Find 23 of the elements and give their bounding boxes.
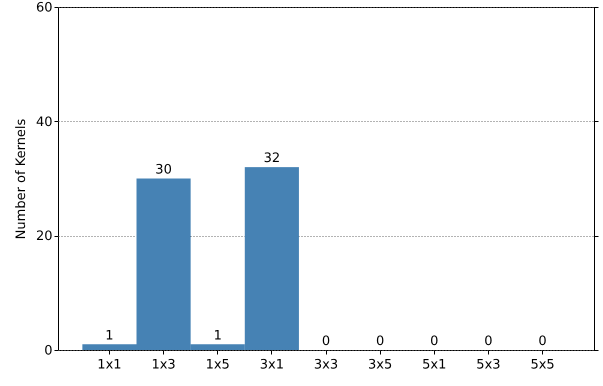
data-label: 0 xyxy=(538,334,547,349)
x-tick-label: 1x5 xyxy=(206,358,230,372)
x-tick-label: 3x3 xyxy=(314,358,338,372)
data-label: 30 xyxy=(155,162,172,178)
data-label: 0 xyxy=(484,334,493,349)
data-label: 0 xyxy=(322,334,330,349)
data-label: 32 xyxy=(264,151,280,166)
x-tick-label: 5x3 xyxy=(476,358,501,372)
data-label: 0 xyxy=(376,334,384,349)
x-tick-label: 1x1 xyxy=(97,358,122,372)
x-tick-label: 1x3 xyxy=(151,358,176,372)
x-tick-label: 3x1 xyxy=(260,358,284,372)
data-label: 1 xyxy=(214,328,222,344)
x-tick-label: 5x1 xyxy=(422,358,446,372)
y-tick-label: 20 xyxy=(36,229,52,244)
y-axis-title: Number of Kernels xyxy=(14,118,29,240)
y-tick-label: 60 xyxy=(36,0,52,16)
y-tick-label: 0 xyxy=(44,344,52,358)
x-tick-label: 3x5 xyxy=(368,358,392,372)
x-tick-label: 5x5 xyxy=(530,358,555,372)
data-label: 1 xyxy=(105,328,114,344)
y-tick-label: 40 xyxy=(36,114,52,130)
data-label: 0 xyxy=(430,334,438,349)
